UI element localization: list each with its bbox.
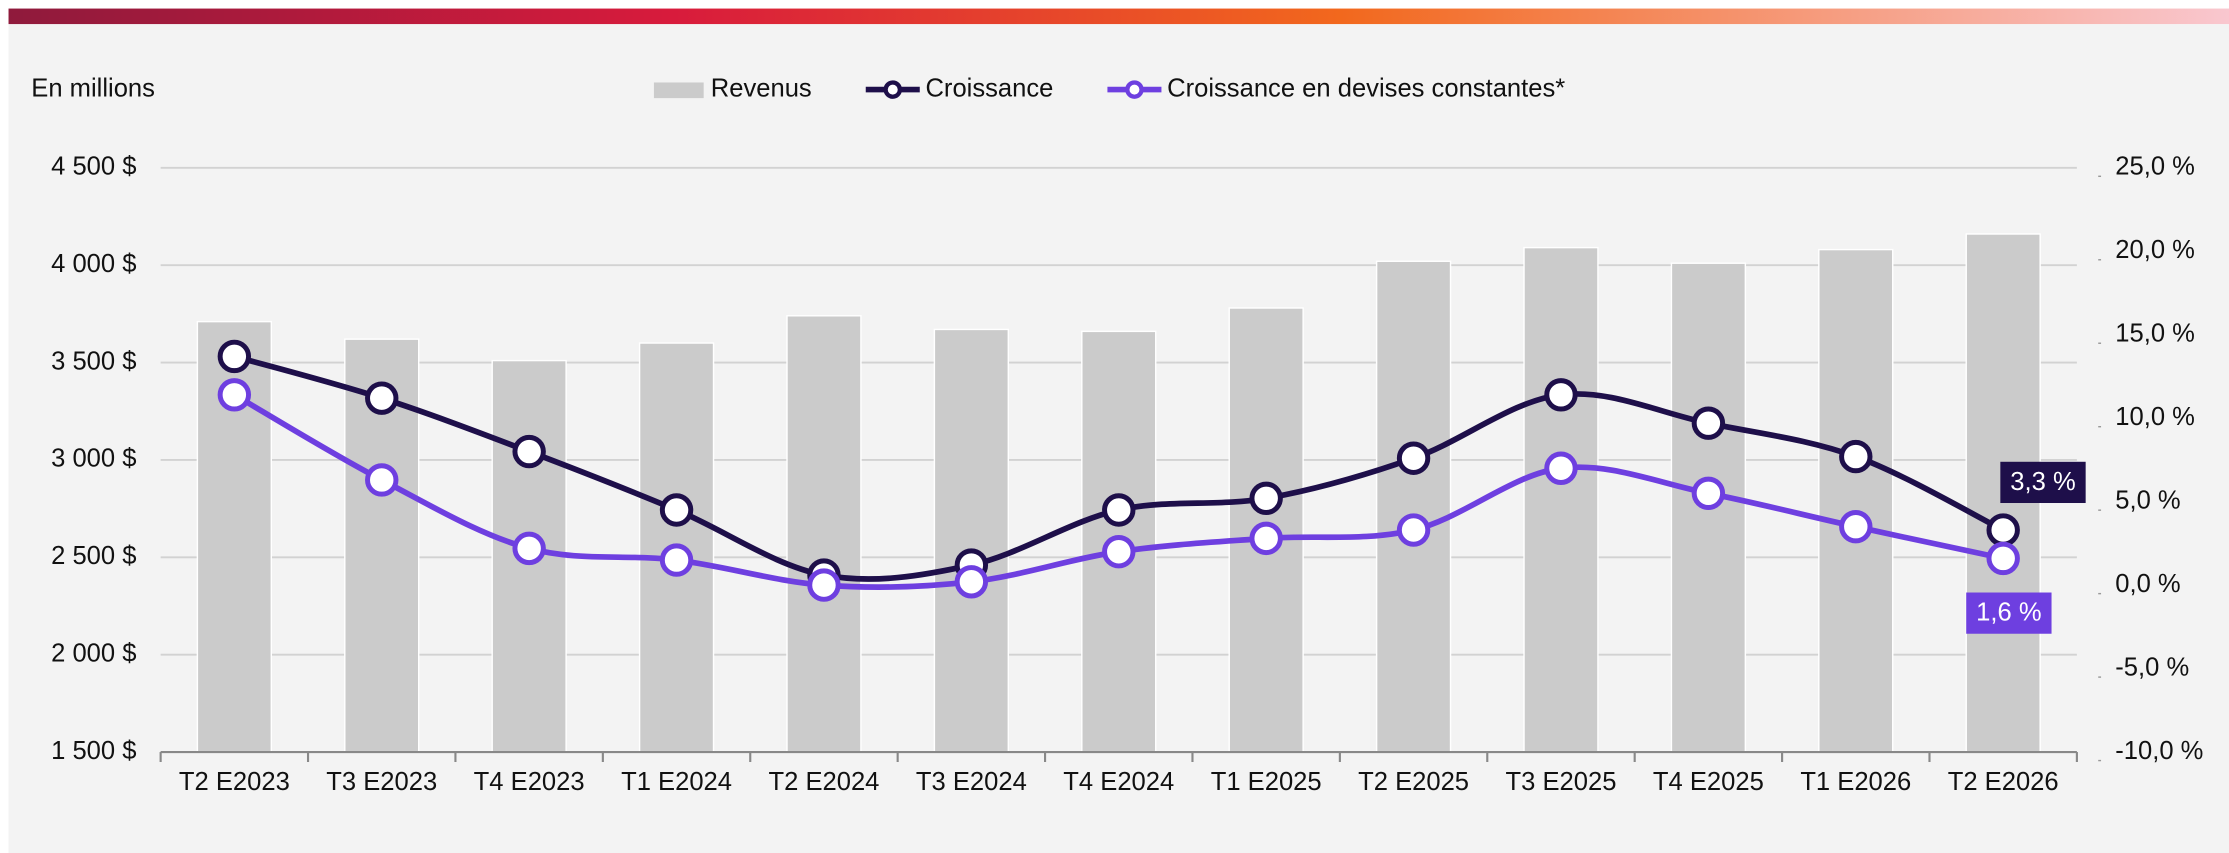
point [1986, 541, 2020, 576]
bar [786, 315, 862, 753]
x-tick-label: T3 E2023 [326, 768, 437, 796]
y-tick-label: 1 500 $ [51, 737, 136, 765]
point [1396, 513, 1431, 547]
point [1249, 521, 1283, 556]
point [217, 339, 252, 374]
y-tick-label: 3 500 $ [51, 347, 136, 375]
x-tick-label: T1 E2025 [1211, 768, 1322, 796]
point [1839, 509, 1873, 544]
point [659, 543, 694, 577]
point [217, 378, 252, 412]
legend-marker [1125, 80, 1144, 99]
point [512, 531, 546, 566]
point [365, 381, 399, 415]
y2-tick-label: -5,0 % [2115, 653, 2189, 681]
legend-label: Revenus [711, 74, 812, 102]
y-tick-label: 4 000 $ [51, 250, 136, 278]
bar [1818, 248, 1894, 753]
y2-tick-label: 20,0 % [2115, 236, 2195, 264]
value-label-box [1966, 592, 2052, 634]
legend-label: Croissance [925, 74, 1053, 102]
point [365, 463, 399, 497]
y-axis-label: En millions [31, 74, 155, 102]
point [954, 565, 989, 599]
legend-marker [883, 80, 903, 99]
y-tick-label: 2 000 $ [51, 639, 136, 667]
point [1691, 476, 1726, 510]
y2-tick-label: -10,0 % [2115, 737, 2203, 765]
y2-tick-label: 5,0 % [2115, 486, 2180, 514]
y-tick-label: 2 500 $ [51, 542, 136, 570]
x-tick-label: T2 E2023 [179, 768, 290, 796]
x-tick-label: T4 E2024 [1063, 768, 1174, 796]
bar [933, 328, 1010, 753]
value-label: 3,3 % [2010, 468, 2075, 496]
x-tick-label: T4 E2023 [474, 768, 585, 796]
legend-swatch [653, 82, 704, 99]
point [1839, 439, 1873, 474]
bar [1375, 260, 1452, 753]
value-label: 1,6 % [1976, 599, 2041, 627]
value-label-box [2000, 461, 2086, 504]
point [1544, 378, 1578, 412]
x-tick-label: T2 E2025 [1358, 768, 1469, 796]
point [1102, 535, 1136, 569]
y-tick-label: 4 500 $ [51, 153, 136, 181]
point [659, 493, 694, 527]
y2-tick-label: 0,0 % [2115, 570, 2180, 598]
x-tick-label: T4 E2025 [1653, 768, 1764, 796]
top-bar [8, 8, 2229, 25]
point [512, 434, 546, 469]
y2-tick-label: 15,0 % [2115, 319, 2195, 347]
x-tick-label: T3 E2024 [916, 768, 1027, 796]
x-tick-label: T2 E2026 [1948, 768, 2059, 796]
x-tick-label: T1 E2026 [1800, 768, 1911, 796]
y2-tick-label: 25,0 % [2115, 153, 2195, 181]
y2-tick-label: 10,0 % [2115, 403, 2195, 431]
y-tick-label: 3 000 $ [51, 445, 136, 473]
point [807, 568, 841, 602]
point [1691, 406, 1726, 440]
point [1544, 451, 1578, 485]
legend-label: Croissance en devises constantes* [1167, 74, 1565, 102]
x-tick-label: T2 E2024 [768, 768, 879, 796]
point [1986, 513, 2020, 547]
bar [1523, 246, 1599, 753]
x-tick-label: T1 E2024 [621, 768, 732, 796]
x-tick-label: T3 E2025 [1506, 768, 1617, 796]
point [1249, 481, 1283, 516]
point [1396, 441, 1431, 475]
point [1102, 493, 1136, 527]
